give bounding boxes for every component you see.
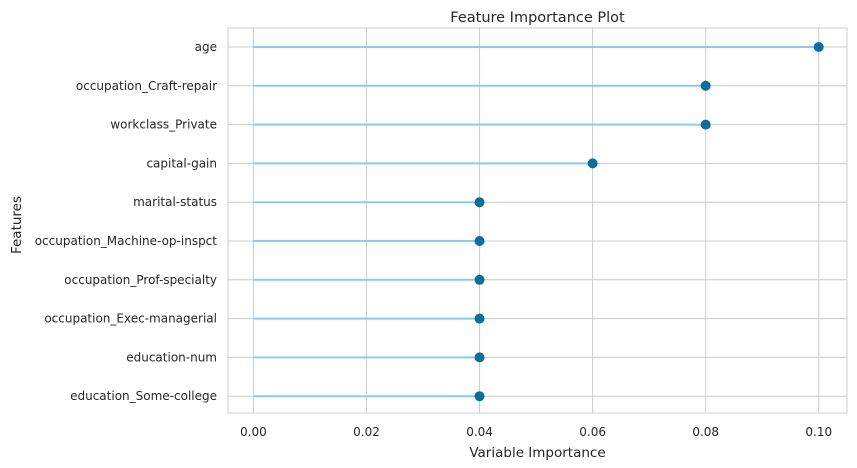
lollipop-marker: [474, 352, 485, 363]
y-tick-label: occupation_Prof-specialty: [64, 273, 217, 287]
lollipop-marker: [474, 391, 485, 402]
lollipop-marker: [587, 158, 598, 169]
y-axis-title: Features: [9, 196, 25, 254]
y-tick-label: education-num: [126, 350, 217, 364]
x-tick-label: 0.00: [240, 425, 267, 439]
lollipop-stems: [253, 46, 819, 398]
y-tick-label: occupation_Machine-op-inspct: [35, 234, 218, 248]
y-tick-label: marital-status: [133, 195, 217, 209]
y-tick-labels: age occupation_Craft-repair workclass_Priv…: [35, 40, 218, 403]
y-tick-label: workclass_Private: [110, 118, 217, 132]
chart-title: Feature Importance Plot: [450, 10, 625, 26]
x-tick-label: 0.10: [805, 425, 832, 439]
x-tick-label: 0.08: [692, 425, 719, 439]
lollipop-marker: [474, 197, 485, 208]
x-tick-label: 0.06: [579, 425, 606, 439]
x-tick-label: 0.02: [353, 425, 380, 439]
lollipop-marker: [474, 313, 485, 324]
lollipop-marker: [813, 42, 824, 52]
lollipop-marker: [700, 80, 711, 91]
lollipop-marker: [474, 236, 485, 246]
x-tick-labels: 0.00 0.02 0.04 0.06 0.08 0.10: [240, 425, 832, 439]
plot-area: [227, 27, 848, 414]
y-tick-label: age: [195, 40, 217, 54]
lollipop-marker: [700, 119, 711, 130]
y-tick-label: capital-gain: [146, 156, 217, 170]
y-tick-label: occupation_Exec-managerial: [44, 312, 217, 326]
x-axis-title: Variable Importance: [469, 445, 605, 461]
lollipop-marker: [474, 274, 485, 285]
x-tick-label: 0.04: [466, 425, 493, 439]
y-tick-label: education_Some-college: [70, 389, 217, 403]
y-tick-label: occupation_Craft-repair: [76, 79, 217, 93]
lollipop-markers: [474, 42, 824, 402]
